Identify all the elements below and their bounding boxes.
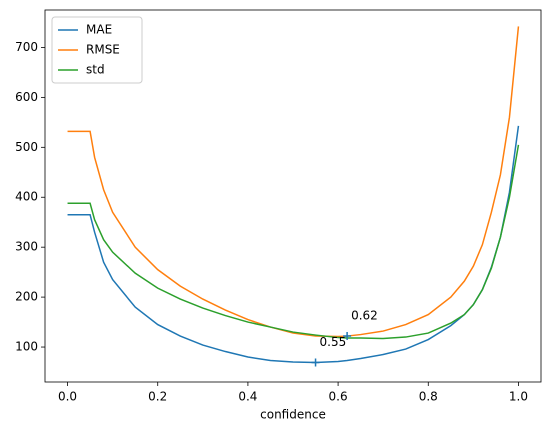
y-tick-label: 300 — [15, 240, 38, 254]
annotation-text: 0.62 — [351, 309, 378, 323]
line-series — [67, 125, 520, 364]
legend-label: MAE — [86, 23, 112, 37]
x-tick-label: 1.0 — [509, 390, 528, 404]
legend-box — [51, 16, 143, 84]
y-tick-label: 700 — [15, 40, 38, 54]
annotation-marker — [311, 358, 320, 367]
line-series — [67, 144, 520, 340]
x-axis-label: confidence — [260, 408, 326, 422]
y-tick-label: 400 — [15, 190, 38, 204]
x-tick-label: 0.0 — [58, 390, 77, 404]
annotation-text: 0.55 — [320, 335, 347, 349]
legend-label: std — [86, 63, 105, 77]
x-tick-label: 0.4 — [238, 390, 257, 404]
x-tick-label: 0.8 — [419, 390, 438, 404]
plot-frame — [44, 9, 542, 383]
x-tick-label: 0.2 — [148, 390, 167, 404]
y-tick-label: 500 — [15, 140, 38, 154]
legend: MAE RMSE std — [51, 16, 143, 84]
x-tick-label: 0.6 — [329, 390, 348, 404]
annotation-marker — [343, 332, 352, 341]
y-tick-label: 100 — [15, 340, 38, 354]
legend-label: RMSE — [86, 43, 120, 57]
y-tick-label: 200 — [15, 290, 38, 304]
y-tick-label: 600 — [15, 90, 38, 104]
